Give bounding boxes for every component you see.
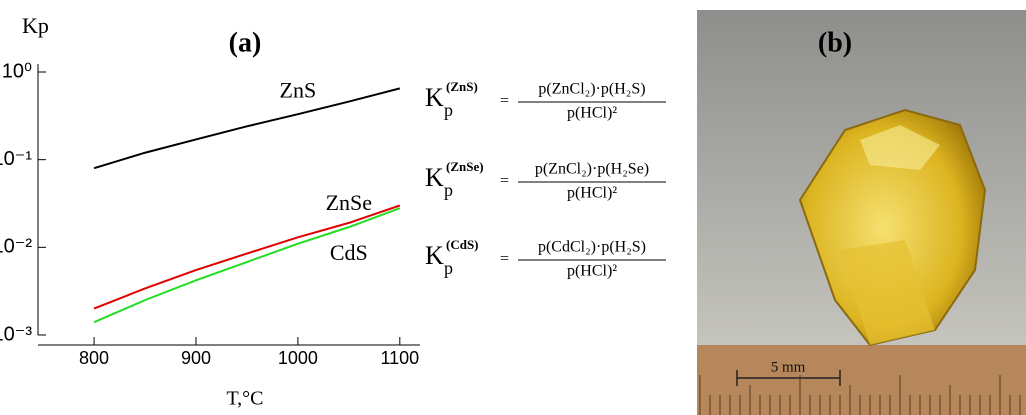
eq-sub: p — [444, 258, 453, 278]
scale-label: 5 mm — [771, 359, 806, 375]
series-label: ZnS — [280, 77, 317, 102]
eq-sup: (CdS) — [446, 237, 479, 252]
eq-numerator: p(ZnCl₂)·p(H₂S) — [538, 81, 645, 98]
eq-denominator: p(HCl)² — [567, 263, 617, 280]
series-line — [93, 207, 401, 324]
eq-equals: = — [500, 93, 509, 110]
series-label: CdS — [330, 240, 368, 265]
x-tick-label: 1100 — [380, 348, 419, 368]
y-tick-label: 10⁰ — [2, 60, 32, 82]
eq-sup: (ZnSe) — [446, 159, 484, 174]
panel-label: (b) — [818, 27, 852, 58]
y-tick-label: 10⁻² — [0, 236, 32, 258]
y-tick-label: 10⁻¹ — [0, 148, 32, 170]
eq-denominator: p(HCl)² — [567, 185, 617, 202]
y-axis-title: Kp — [22, 13, 49, 38]
eq-symbol: K — [425, 163, 444, 192]
eq-sup: (ZnS) — [446, 79, 478, 94]
series-label: ZnSe — [326, 190, 372, 215]
eq-denominator: p(HCl)² — [567, 105, 617, 122]
eq-sub: p — [444, 100, 453, 120]
series-line — [93, 87, 401, 170]
x-tick-label: 900 — [181, 348, 211, 368]
photo: 5 mm (b) — [697, 10, 1026, 415]
eq-numerator: p(ZnCl₂)·p(H₂Se) — [535, 161, 649, 178]
eq-sub: p — [444, 180, 453, 200]
y-tick-label: 10⁻³ — [0, 323, 32, 345]
x-axis-title: T,°C — [226, 388, 263, 410]
x-tick-label: 1000 — [278, 348, 318, 368]
eq-equals: = — [500, 251, 509, 268]
eq-symbol: K — [425, 83, 444, 112]
panel-label: (a) — [229, 27, 262, 58]
eq-equals: = — [500, 173, 509, 190]
eq-numerator: p(CdCl₂)·p(H₂S) — [538, 239, 646, 256]
x-tick-label: 800 — [79, 348, 109, 368]
series-line — [93, 204, 401, 310]
eq-symbol: K — [425, 241, 444, 270]
